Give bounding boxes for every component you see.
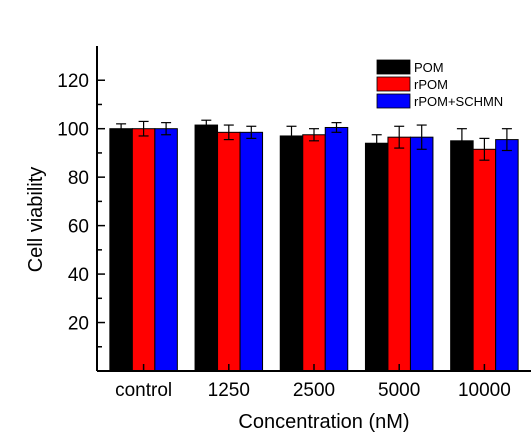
y-tick-label-80: 80 (68, 168, 89, 189)
x-tick-label-10000: 10000 (458, 380, 511, 401)
error-bars-layer (116, 119, 512, 161)
y-tick-label-40: 40 (68, 265, 89, 286)
y-tick-label-20: 20 (68, 314, 89, 335)
error-bar-pom-5000 (371, 134, 382, 153)
x-tick-label-1250: 1250 (208, 380, 250, 401)
bars-layer (109, 124, 519, 372)
error-bar-rpom-schmn-control (161, 122, 172, 136)
bar-pom-10000 (450, 140, 474, 372)
bar-rpom-schmn-1250 (239, 131, 264, 372)
bar-rpom-1250 (217, 131, 241, 372)
y-tick-label-120: 120 (57, 71, 89, 92)
error-bar-pom-10000 (456, 128, 467, 154)
y-tick-label-60: 60 (68, 217, 89, 238)
x-tick-label-control: control (115, 380, 172, 401)
bar-rpom-schmn-control (154, 128, 178, 372)
bar-rpom-schmn-10000 (495, 139, 519, 372)
bar-pom-5000 (364, 142, 389, 372)
error-bar-rpom-control (138, 120, 149, 137)
error-bar-pom-control (116, 123, 127, 135)
legend-label-pom: POM (414, 60, 444, 75)
error-bar-rpom-schmn-10000 (501, 128, 512, 152)
bar-rpom-control (131, 128, 156, 372)
legend-swatch-rpom-schmn (376, 93, 411, 109)
y-axis-label: Cell viability (25, 167, 47, 273)
legend-label-rpom-schmn: rPOM+SCHMN (414, 94, 503, 109)
x-axis-label: Concentration (nM) (238, 411, 409, 433)
x-tick-label-2500: 2500 (293, 380, 335, 401)
error-bar-rpom-schmn-2500 (331, 122, 342, 133)
error-bar-pom-2500 (286, 125, 297, 147)
legend-label-rpom: rPOM (414, 77, 448, 92)
bar-pom-2500 (279, 135, 304, 372)
bar-pom-1250 (194, 124, 219, 372)
bar-rpom-10000 (472, 148, 497, 372)
error-bar-rpom-2500 (309, 128, 319, 142)
axes-layer (96, 46, 531, 372)
error-bar-rpom-10000 (479, 137, 490, 161)
bar-rpom-2500 (302, 134, 326, 372)
error-bar-rpom-schmn-5000 (416, 124, 427, 150)
error-bar-rpom-1250 (223, 124, 234, 141)
y-tick-label-100: 100 (57, 120, 89, 141)
error-bar-rpom-schmn-1250 (246, 125, 257, 139)
tick-labels-layer: 20 40 60 80 100 120 control 1250 2500 5000 10000 (57, 71, 511, 401)
bar-rpom-schmn-2500 (324, 126, 349, 372)
legend-swatch-pom (376, 59, 411, 75)
legend-swatch-rpom (376, 76, 411, 92)
error-bar-rpom-5000 (394, 125, 405, 149)
bar-rpom-5000 (387, 136, 411, 372)
bar-pom-control (109, 128, 133, 372)
x-tick-label-5000: 5000 (378, 380, 420, 401)
bar-rpom-schmn-5000 (409, 136, 434, 372)
error-bar-pom-1250 (201, 119, 212, 131)
legend: POM rPOM rPOM+SCHMN (376, 59, 503, 109)
